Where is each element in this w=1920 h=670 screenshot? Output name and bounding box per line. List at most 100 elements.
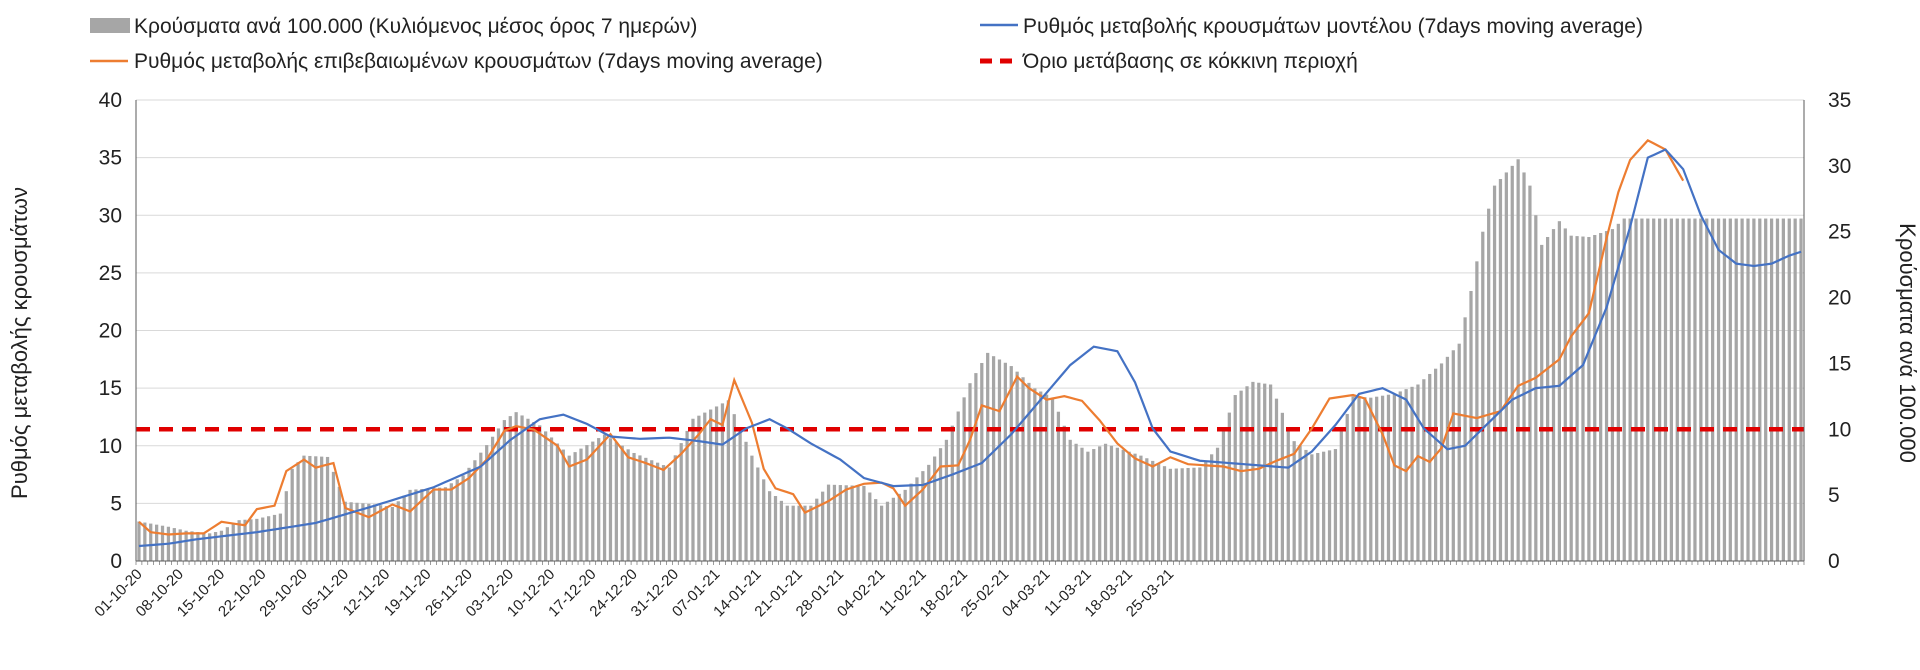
y-right-tick-label: 35 bbox=[1828, 89, 1851, 112]
bar bbox=[1545, 236, 1550, 562]
bar bbox=[367, 503, 371, 561]
bar bbox=[1045, 394, 1049, 561]
bar bbox=[1575, 236, 1579, 561]
bar bbox=[585, 445, 589, 561]
bar bbox=[1593, 235, 1597, 561]
bar bbox=[290, 468, 294, 561]
bar bbox=[1080, 447, 1084, 561]
bar bbox=[697, 415, 701, 561]
bar bbox=[1221, 430, 1226, 561]
bar bbox=[1610, 229, 1615, 561]
bar bbox=[1663, 218, 1668, 562]
y-left-tick-label: 10 bbox=[99, 435, 122, 458]
bar bbox=[1764, 218, 1768, 562]
bar bbox=[573, 452, 577, 561]
bar bbox=[1481, 231, 1485, 561]
bar bbox=[903, 489, 907, 561]
bar bbox=[143, 522, 147, 561]
bar bbox=[1039, 391, 1043, 561]
bar bbox=[803, 505, 807, 561]
bar bbox=[231, 523, 235, 561]
bar bbox=[1640, 218, 1644, 562]
y-left-axis-title: Ρυθμός μεταβολής κρουσμάτων bbox=[7, 187, 32, 499]
bar bbox=[1103, 443, 1108, 561]
bar bbox=[1180, 468, 1184, 561]
bar bbox=[815, 498, 819, 561]
bar bbox=[1239, 390, 1243, 561]
legend-label-threshold: Όριο μετάβασης σε κόκκινη περιοχή bbox=[1022, 50, 1358, 73]
y-left-tick-label: 0 bbox=[110, 550, 122, 573]
bar bbox=[703, 412, 707, 561]
bar bbox=[1257, 382, 1261, 561]
bar bbox=[1428, 373, 1432, 561]
bar bbox=[1280, 412, 1284, 561]
bar bbox=[402, 495, 406, 561]
bar bbox=[779, 500, 784, 561]
legend: Κρούσματα ανά 100.000 (Κυλιόμενος μέσος … bbox=[90, 15, 1643, 73]
bar bbox=[844, 485, 848, 561]
bar bbox=[1746, 218, 1750, 562]
bar bbox=[555, 443, 560, 561]
bar bbox=[1233, 395, 1237, 561]
bar bbox=[1551, 229, 1556, 561]
bar bbox=[1086, 451, 1090, 561]
y-right-tick-label: 30 bbox=[1828, 155, 1851, 178]
bar bbox=[467, 467, 471, 561]
line-series bbox=[138, 138, 1802, 548]
bar bbox=[679, 443, 683, 561]
bar bbox=[1616, 223, 1620, 561]
bar bbox=[597, 438, 601, 561]
bar bbox=[1728, 218, 1732, 562]
bar bbox=[1769, 218, 1774, 562]
bar bbox=[1398, 391, 1402, 561]
bar bbox=[1540, 244, 1544, 561]
y-left-tick-label: 35 bbox=[99, 147, 122, 170]
bar bbox=[756, 467, 760, 561]
bar bbox=[1457, 343, 1461, 561]
y-right-tick-label: 0 bbox=[1828, 550, 1840, 573]
bar bbox=[673, 455, 677, 561]
bar bbox=[461, 475, 465, 561]
bar bbox=[1151, 460, 1155, 561]
bar bbox=[656, 462, 660, 561]
bar bbox=[337, 486, 341, 561]
bar bbox=[832, 484, 837, 561]
bar bbox=[750, 455, 754, 561]
bar bbox=[1675, 218, 1679, 562]
bar bbox=[1439, 363, 1444, 561]
bar bbox=[1669, 218, 1673, 562]
bar bbox=[455, 479, 459, 561]
bar bbox=[1734, 218, 1738, 562]
bar bbox=[1522, 172, 1526, 561]
bar bbox=[1758, 218, 1762, 562]
bar bbox=[349, 502, 353, 561]
bar bbox=[278, 513, 283, 561]
bar bbox=[773, 496, 778, 561]
bar bbox=[1652, 218, 1656, 562]
bar bbox=[520, 415, 524, 561]
bar bbox=[791, 505, 795, 561]
bar bbox=[1740, 218, 1744, 562]
bar bbox=[1504, 172, 1508, 561]
bar bbox=[1516, 159, 1520, 561]
y-right-axis-title: Κρούσματα ανά 100.000 bbox=[1895, 223, 1920, 463]
bar bbox=[1268, 384, 1273, 561]
bar bbox=[1380, 395, 1385, 561]
y-left-tick-label: 20 bbox=[99, 320, 122, 343]
bar bbox=[1068, 439, 1072, 561]
bar bbox=[302, 455, 306, 561]
bar bbox=[432, 488, 436, 561]
bar bbox=[485, 445, 489, 561]
bar bbox=[1681, 218, 1685, 562]
bar bbox=[408, 489, 412, 561]
bar bbox=[1363, 397, 1367, 561]
bar bbox=[384, 506, 389, 561]
y-right-tick-label: 15 bbox=[1828, 352, 1851, 375]
y-left-tick-label: 15 bbox=[99, 377, 122, 400]
bar bbox=[1074, 443, 1078, 561]
bar bbox=[1781, 218, 1785, 562]
bar bbox=[921, 471, 925, 561]
bar bbox=[1375, 396, 1379, 561]
bar bbox=[720, 403, 725, 561]
